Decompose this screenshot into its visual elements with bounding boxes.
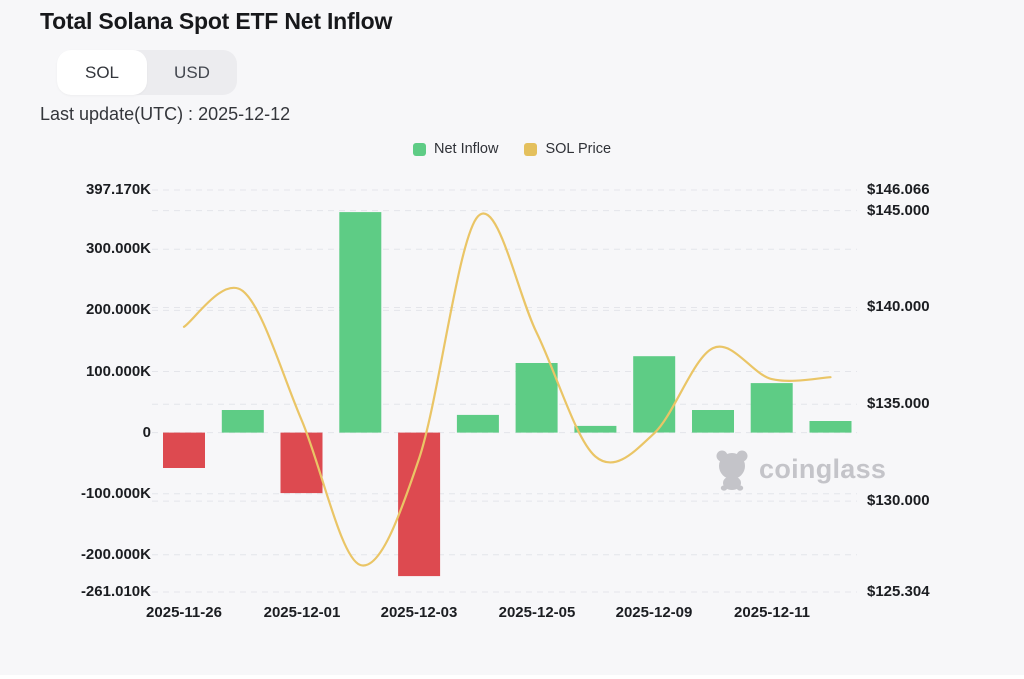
legend-label-sol-price: SOL Price — [545, 141, 612, 157]
right-axis-tick: $125.304 — [867, 583, 930, 600]
coinglass-logo-icon — [716, 450, 748, 491]
right-axis-tick: $146.066 — [867, 181, 930, 198]
right-axis-tick: $140.000 — [867, 298, 930, 315]
page-title: Total Solana Spot ETF Net Inflow — [40, 8, 393, 34]
watermark: coinglass — [712, 447, 886, 491]
left-axis-tick: -200.000K — [80, 546, 151, 563]
left-axis-tick: 397.170K — [85, 181, 151, 198]
watermark-text: coinglass — [759, 453, 887, 484]
net-inflow-bar-negative — [398, 432, 441, 577]
sol-price-line — [182, 212, 832, 567]
net-inflow-bar-positive — [456, 414, 499, 433]
net-inflow-bar-positive — [750, 383, 793, 433]
x-axis-tick: 2025-12-09 — [615, 604, 693, 621]
net-inflow-bar-positive — [692, 410, 734, 433]
right-axis-tick: $145.000 — [867, 202, 930, 219]
left-axis-tick: 200.000K — [85, 301, 151, 318]
left-axis-tick: 300.000K — [85, 240, 151, 257]
net-inflow-bar-negative — [163, 432, 205, 468]
net-inflow-bar-positive — [633, 356, 676, 433]
net-inflow-swatch-icon — [412, 142, 426, 156]
left-axis-tick: -100.000K — [80, 485, 151, 502]
net-inflow-bar-positive — [221, 410, 264, 433]
left-axis-tick: -261.010K — [80, 583, 151, 600]
net-inflow-bar-positive — [515, 363, 558, 433]
unit-toggle: SOL USD — [57, 50, 237, 95]
x-axis-tick: 2025-11-26 — [146, 604, 222, 621]
left-axis-tick: 100.000K — [85, 363, 151, 380]
x-axis-tick: 2025-12-03 — [380, 604, 458, 621]
net-inflow-bar-negative — [280, 432, 323, 494]
right-axis-tick: $130.000 — [867, 492, 930, 509]
legend-label-net-inflow: Net Inflow — [433, 141, 499, 157]
x-axis-tick: 2025-12-05 — [498, 604, 576, 621]
last-update-text: Last update(UTC) : 2025-12-12 — [40, 104, 291, 124]
toggle-sol-button[interactable]: SOL — [57, 50, 147, 95]
x-axis-tick: 2025-12-01 — [263, 604, 341, 621]
net-inflow-bar-positive — [809, 421, 852, 433]
legend-item-sol-price[interactable]: SOL Price — [524, 141, 611, 157]
x-axis-tick: 2025-12-11 — [734, 604, 810, 621]
toggle-usd-button[interactable]: USD — [147, 50, 237, 95]
net-inflow-bar-positive — [339, 212, 382, 433]
sol-price-swatch-icon — [524, 142, 538, 156]
right-axis-tick: $135.000 — [867, 395, 930, 412]
chart-legend: Net Inflow SOL Price — [0, 141, 1024, 157]
legend-item-net-inflow[interactable]: Net Inflow — [412, 141, 499, 157]
left-axis-tick: 0 — [142, 424, 151, 441]
net-inflow-bar-positive — [574, 425, 617, 433]
